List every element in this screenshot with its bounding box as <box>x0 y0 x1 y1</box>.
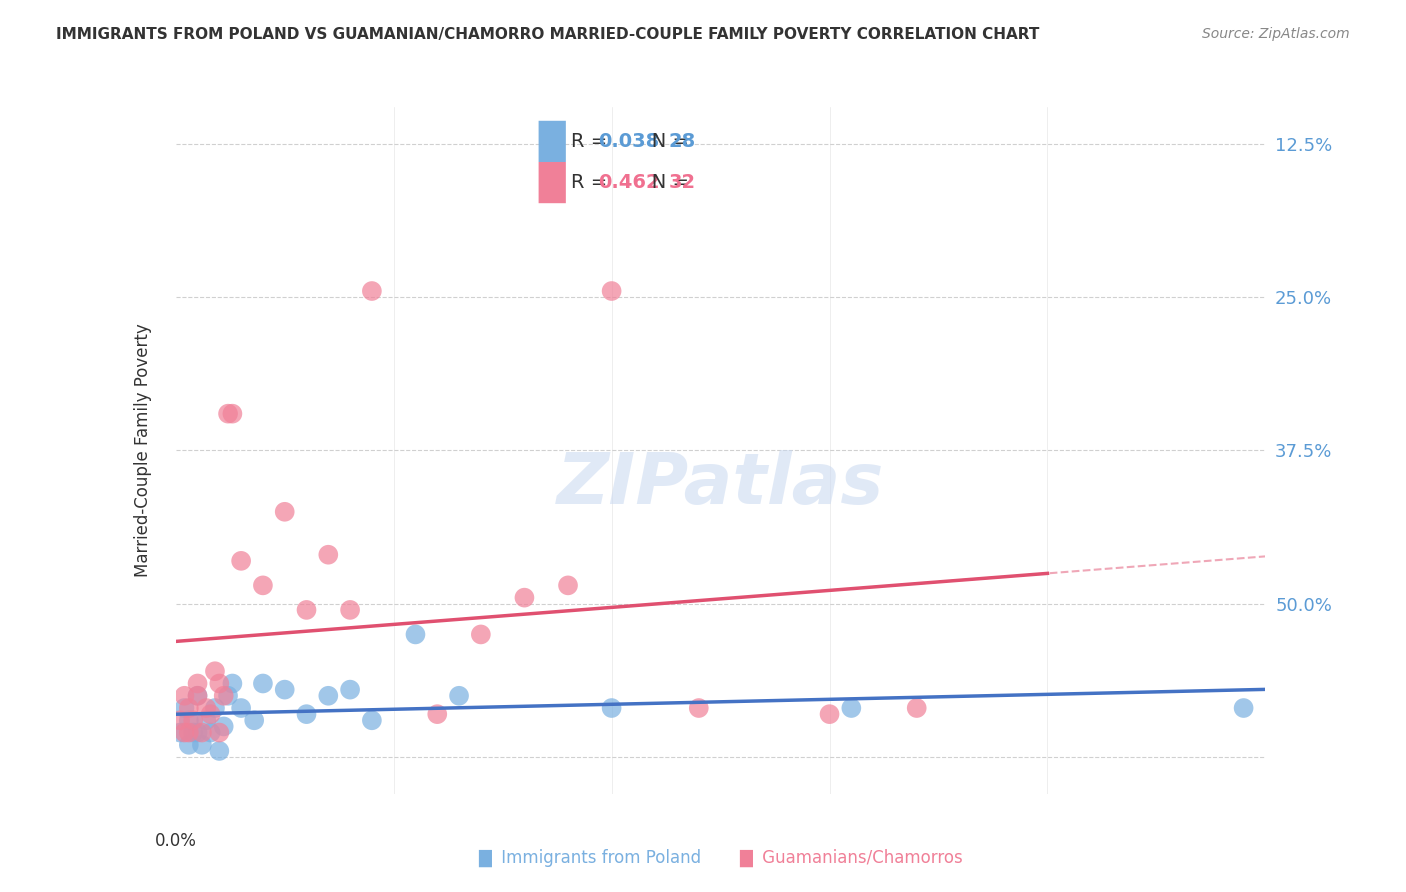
Text: R =: R = <box>571 132 614 151</box>
Y-axis label: Married-Couple Family Poverty: Married-Couple Family Poverty <box>134 324 152 577</box>
Point <box>231 554 253 568</box>
Text: R =: R = <box>571 173 614 192</box>
Point <box>186 676 209 690</box>
Point <box>318 689 340 703</box>
Text: 0.462: 0.462 <box>599 173 661 192</box>
Point <box>186 689 209 703</box>
Point <box>186 725 209 739</box>
Point <box>186 689 209 703</box>
Point <box>177 725 200 739</box>
Point <box>221 407 243 421</box>
Point <box>177 714 200 728</box>
Point <box>231 701 253 715</box>
Text: IMMIGRANTS FROM POLAND VS GUAMANIAN/CHAMORRO MARRIED-COUPLE FAMILY POVERTY CORRE: IMMIGRANTS FROM POLAND VS GUAMANIAN/CHAM… <box>56 27 1039 42</box>
Point <box>221 676 243 690</box>
Point <box>195 701 218 715</box>
Point <box>208 744 231 758</box>
Point <box>212 719 235 733</box>
Point <box>204 701 226 715</box>
Point <box>252 676 274 690</box>
Text: N =: N = <box>633 132 696 151</box>
Point <box>274 505 297 519</box>
Point <box>191 725 214 739</box>
Point <box>181 725 204 739</box>
Point <box>1232 701 1256 715</box>
Point <box>295 603 318 617</box>
Point <box>191 738 214 752</box>
Point <box>200 725 222 739</box>
Point <box>557 578 579 592</box>
Point <box>295 707 318 722</box>
Point <box>405 627 427 641</box>
Point <box>173 701 195 715</box>
Text: █  Guamanians/Chamorros: █ Guamanians/Chamorros <box>740 849 963 867</box>
Point <box>688 701 710 715</box>
Text: 0.0%: 0.0% <box>155 831 197 850</box>
Point <box>600 284 623 298</box>
Point <box>360 714 382 728</box>
Point <box>339 603 361 617</box>
FancyBboxPatch shape <box>538 162 565 203</box>
Point <box>173 725 195 739</box>
Point <box>360 284 382 298</box>
Text: █  Immigrants from Poland: █ Immigrants from Poland <box>478 849 702 867</box>
Point <box>513 591 536 605</box>
Point <box>181 714 204 728</box>
Point <box>204 664 226 679</box>
Point <box>426 707 449 722</box>
Point <box>600 701 623 715</box>
Point <box>169 714 191 728</box>
Point <box>818 707 841 722</box>
Point <box>318 548 340 562</box>
Point <box>177 738 200 752</box>
Point <box>200 707 222 722</box>
Point <box>169 725 191 739</box>
Point <box>905 701 928 715</box>
Point <box>841 701 863 715</box>
Point <box>243 714 266 728</box>
Point <box>177 701 200 715</box>
Text: 0.038: 0.038 <box>599 132 659 151</box>
FancyBboxPatch shape <box>538 120 565 162</box>
Point <box>217 407 239 421</box>
Point <box>212 689 235 703</box>
Point <box>252 578 274 592</box>
Point <box>208 725 231 739</box>
Point <box>470 627 492 641</box>
Text: ZIPatlas: ZIPatlas <box>557 450 884 519</box>
Point <box>195 714 218 728</box>
Point <box>339 682 361 697</box>
Text: 28: 28 <box>668 132 696 151</box>
Point <box>217 689 239 703</box>
Point <box>173 689 195 703</box>
Point <box>447 689 470 703</box>
Text: 32: 32 <box>668 173 696 192</box>
Point <box>208 676 231 690</box>
Text: N =: N = <box>633 173 696 192</box>
Point <box>274 682 297 697</box>
Text: Source: ZipAtlas.com: Source: ZipAtlas.com <box>1202 27 1350 41</box>
